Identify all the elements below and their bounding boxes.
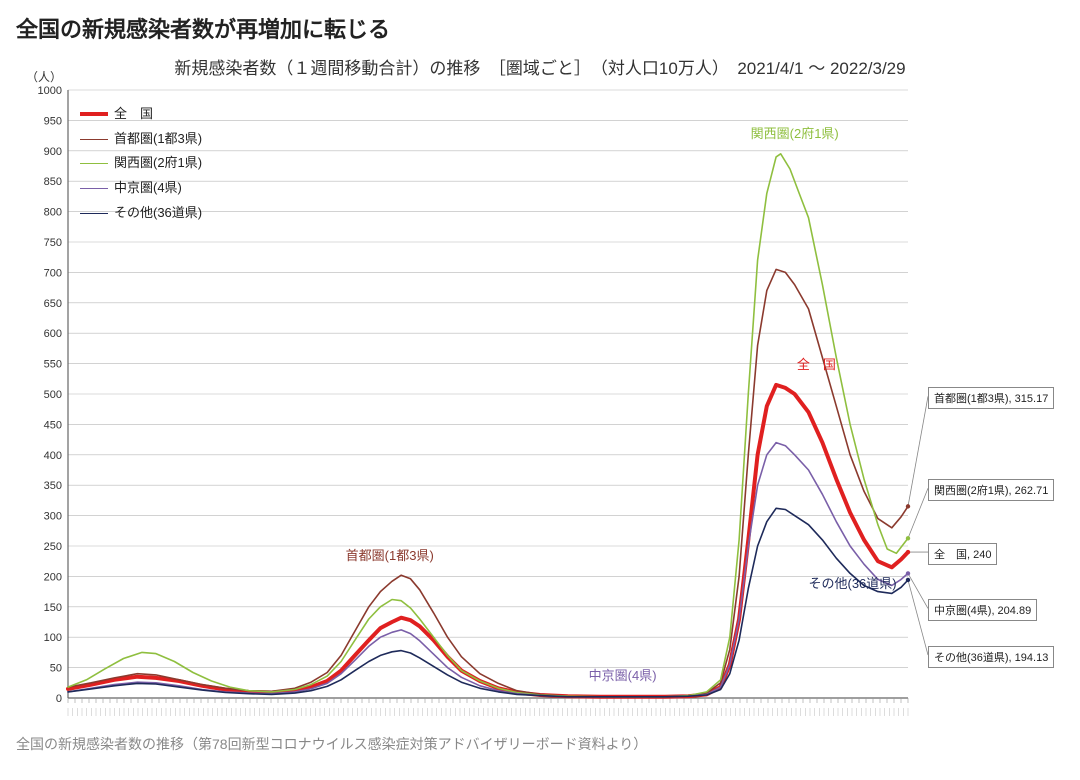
svg-text:700: 700: [44, 267, 62, 279]
end-callout: 関西圏(2府1県), 262.71: [928, 479, 1054, 501]
legend-swatch: [80, 188, 108, 189]
series-kansai: [68, 154, 908, 697]
page-title: 全国の新規感染者数が再増加に転じる: [16, 12, 1064, 44]
inline-series-label: 首都圏(1都3県): [346, 545, 434, 564]
chart-caption: 全国の新規感染者数の推移（第78回新型コロナウイルス感染症対策アドバイザリーボー…: [16, 734, 1064, 754]
legend-label: 全 国: [114, 102, 153, 127]
svg-text:900: 900: [44, 146, 62, 158]
svg-text:1000: 1000: [38, 85, 62, 97]
series-sonota: [68, 508, 908, 697]
legend-swatch: [80, 163, 108, 164]
legend-item: 中京圏(4県): [80, 176, 202, 201]
svg-text:500: 500: [44, 389, 62, 401]
svg-text:150: 150: [44, 602, 62, 614]
inline-series-label: その他(36道県): [808, 573, 896, 592]
chart-container: 新規感染者数（１週間移動合計）の推移 ［圏域ごと］ （対人口10万人） 2021…: [20, 50, 1060, 730]
legend-swatch: [80, 112, 108, 116]
end-callout: 中京圏(4県), 204.89: [928, 599, 1037, 621]
legend-item: 関西圏(2府1県): [80, 151, 202, 176]
series-zenkoku: [68, 385, 908, 697]
svg-text:650: 650: [44, 298, 62, 310]
svg-text:800: 800: [44, 207, 62, 219]
legend-label: 中京圏(4県): [114, 176, 182, 201]
inline-series-label: 関西圏(2府1県): [751, 123, 839, 142]
legend-swatch: [80, 213, 108, 214]
svg-text:950: 950: [44, 115, 62, 127]
svg-text:850: 850: [44, 176, 62, 188]
inline-series-label: 中京圏(4県): [589, 665, 657, 684]
svg-text:450: 450: [44, 419, 62, 431]
svg-text:200: 200: [44, 571, 62, 583]
svg-text:350: 350: [44, 480, 62, 492]
series-chukyo: [68, 443, 908, 697]
legend-item: 全 国: [80, 102, 202, 127]
svg-text:750: 750: [44, 237, 62, 249]
legend-item: その他(36道県): [80, 201, 202, 226]
svg-text:550: 550: [44, 359, 62, 371]
svg-text:100: 100: [44, 632, 62, 644]
series-shutoken: [68, 269, 908, 696]
legend-swatch: [80, 139, 108, 140]
legend-label: 首都圏(1都3県): [114, 127, 202, 152]
svg-text:300: 300: [44, 511, 62, 523]
legend-label: その他(36道県): [114, 201, 202, 226]
svg-text:400: 400: [44, 450, 62, 462]
inline-series-label: 全 国: [797, 354, 836, 373]
legend-item: 首都圏(1都3県): [80, 127, 202, 152]
end-callout: その他(36道県), 194.13: [928, 646, 1054, 668]
svg-text:0: 0: [56, 693, 62, 705]
end-callout: 首都圏(1都3県), 315.17: [928, 387, 1054, 409]
svg-text:600: 600: [44, 328, 62, 340]
svg-text:50: 50: [50, 663, 62, 675]
end-callout: 全 国, 240: [928, 543, 997, 565]
svg-text:250: 250: [44, 541, 62, 553]
chart-legend: 全 国首都圏(1都3県)関西圏(2府1県)中京圏(4県)その他(36道県): [80, 102, 202, 225]
legend-label: 関西圏(2府1県): [114, 151, 202, 176]
